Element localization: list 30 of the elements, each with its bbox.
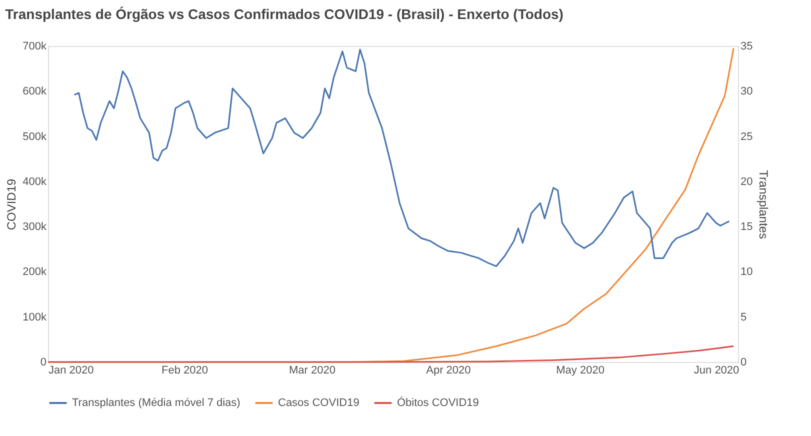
y2-tick-label: 30 <box>740 86 753 98</box>
y2-tick-label: 10 <box>740 266 753 278</box>
y-tick-label: 300k <box>22 221 47 234</box>
legend-label: Casos COVID19 <box>278 397 360 409</box>
y-tick-label: 100k <box>22 311 47 324</box>
y-tick-label: 600k <box>22 86 47 98</box>
line-series <box>74 48 730 268</box>
y-axis-title: COVID19 <box>4 178 19 230</box>
y2-tick-label: 15 <box>740 221 753 234</box>
x-tick-label: May 2020 <box>556 364 604 376</box>
y2-tick-label: 5 <box>740 311 747 324</box>
y2-tick-label: 25 <box>740 130 753 143</box>
y-tick-label: 700k <box>22 40 47 52</box>
x-tick-label: Apr 2020 <box>426 364 471 376</box>
x-tick-label: Feb 2020 <box>162 364 208 376</box>
y-tick-label: 400k <box>22 176 47 188</box>
y2-axis-title: Transplantes <box>756 170 771 239</box>
y2-tick-label: 0 <box>740 356 747 368</box>
legend-label: Óbitos COVID19 <box>397 396 479 409</box>
x-tick-label: Jun 2020 <box>694 364 740 376</box>
y-tick-label: 0 <box>40 356 46 368</box>
chart-title: Transplantes de Órgãos vs Casos Confirmados COVID19 - (Brasil) - Enxerto (Todos) <box>5 6 564 22</box>
x-tick-label: Jan 2020 <box>48 364 94 376</box>
y2-tick-label: 20 <box>740 176 753 188</box>
y2-tick-label: 35 <box>740 40 753 52</box>
y-tick-label: 500k <box>22 130 47 143</box>
y-tick-label: 200k <box>22 266 47 278</box>
line-series <box>47 345 734 363</box>
legend-label: Transplantes (Média móvel 7 dias) <box>72 397 240 409</box>
x-tick-label: Mar 2020 <box>288 364 336 376</box>
